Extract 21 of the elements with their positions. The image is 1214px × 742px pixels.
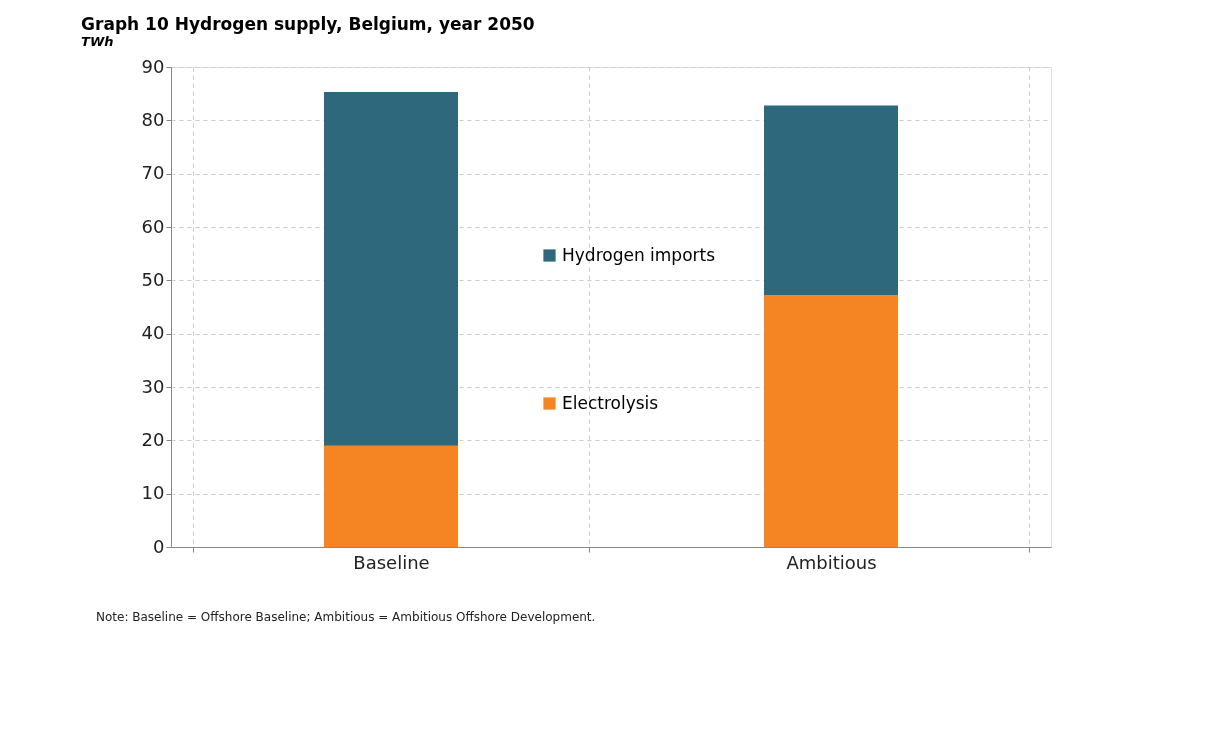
legend-label: Hydrogen imports [562,244,716,265]
y-tick-label: 40 [141,322,165,344]
bar [764,295,898,547]
y-tick-label: 10 [141,482,165,504]
chart-title: Graph 10 Hydrogen supply, Belgium, year 2050 [81,14,535,34]
chart-subtitle: TWh [81,34,114,49]
legend-label: Electrolysis [562,392,659,413]
bar [764,105,898,296]
y-tick-label: 60 [141,215,165,237]
text: Note: Baseline = Offshore Baseline; Ambitious = Ambitious Offshore Development. [96,610,596,624]
x-tick-label: Ambitious [786,551,877,573]
y-tick-label: 90 [141,55,165,77]
y-tick-label: 80 [141,108,165,130]
bar [324,445,458,547]
bar [324,92,458,446]
y-tick-label: 70 [141,162,165,184]
y-tick-label: 20 [141,428,165,450]
y-tick-label: 30 [141,375,165,397]
y-tick-label: 50 [141,268,165,290]
y-tick-label: 0 [153,535,165,557]
x-tick-label: Baseline [353,551,430,573]
